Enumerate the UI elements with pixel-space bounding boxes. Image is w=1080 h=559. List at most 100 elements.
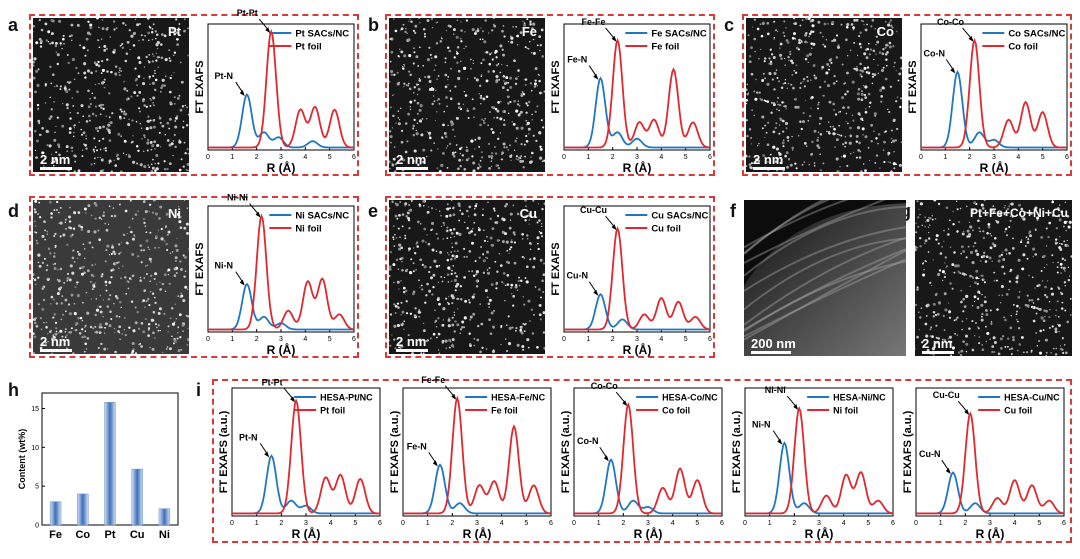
peak-annotation: Co-Co <box>937 17 964 27</box>
x-tick-label: 6 <box>352 336 356 343</box>
y-tick-label: 10 <box>31 445 39 452</box>
x-tick-label: 4 <box>303 154 307 161</box>
x-tick-label: 4 <box>500 520 504 527</box>
stem-image-f: 200 nm <box>744 200 906 356</box>
legend-entry: Co foil <box>662 406 690 416</box>
stem-image-g: Pt+Fe+Co+Ni+Cu 2 nm <box>915 200 1072 356</box>
legend-entry: Fe foil <box>491 406 518 416</box>
x-tick-label: 2 <box>611 154 615 161</box>
x-tick-label: 2 <box>611 336 615 343</box>
x-axis-label: R (Å) <box>623 160 652 175</box>
x-tick-label: 4 <box>1013 520 1017 527</box>
legend-entry: Co SACs/NC <box>1008 29 1065 40</box>
scale-bar-label: 2 nm <box>40 334 71 349</box>
peak-annotation: Ni-N <box>752 420 771 430</box>
x-tick-label: 1 <box>586 336 590 343</box>
x-tick-label: Fe <box>49 529 62 541</box>
x-tick-label: 4 <box>1016 154 1020 161</box>
x-axis-label: R (Å) <box>267 160 296 175</box>
y-axis-label: FT EXAFS <box>194 242 206 295</box>
x-tick-label: 5 <box>1037 520 1041 527</box>
plot-frame <box>573 387 723 517</box>
x-tick-label: 0 <box>572 520 576 527</box>
series-line-sac <box>208 92 354 149</box>
x-tick-label: 2 <box>963 520 967 527</box>
series-line-foil <box>232 398 380 515</box>
y-axis-label: FT EXAFS (a.u.) <box>902 410 914 493</box>
stem-element-label: Pt <box>168 24 181 39</box>
x-tick-label: 2 <box>255 154 259 161</box>
y-axis-label: FT EXAFS (a.u.) <box>731 410 743 493</box>
legend-entry: Pt foil <box>295 42 321 53</box>
x-tick-label: 3 <box>279 154 283 161</box>
x-tick-label: 3 <box>279 336 283 343</box>
panel-label-e: e <box>368 201 379 221</box>
peak-annotation: Cu-N <box>567 271 589 281</box>
x-tick-label: 6 <box>352 154 356 161</box>
x-tick-label: 5 <box>353 520 357 527</box>
peak-annotation: Pt-Pt <box>237 8 258 18</box>
x-tick-label: 0 <box>401 520 405 527</box>
x-tick-label: 4 <box>659 336 663 343</box>
scale-bar-label: 2 nm <box>922 336 953 351</box>
y-axis-label: FT EXAFS <box>550 242 562 295</box>
stem-element-label: Fe <box>521 24 537 39</box>
panel-label-a: a <box>8 15 19 35</box>
peak-annotation: Fe-N <box>567 55 587 65</box>
stem-image-e: Cu 2 nm <box>389 200 545 354</box>
panel-label-c: c <box>724 15 735 35</box>
peak-annotation: Cu-Cu <box>580 205 607 215</box>
x-tick-label: 5 <box>684 154 688 161</box>
x-tick-label: Cu <box>130 529 145 541</box>
y-tick-label: 5 <box>35 484 39 491</box>
legend-entry: Cu foil <box>1004 406 1032 416</box>
panel-label-b: b <box>368 15 379 35</box>
series-line-foil <box>574 401 722 515</box>
scale-bar <box>396 167 428 170</box>
panel-label-i: i <box>196 380 202 400</box>
x-tick-label: 1 <box>768 520 772 527</box>
x-axis-label: R (Å) <box>623 342 652 357</box>
x-tick-label: 2 <box>255 336 259 343</box>
series-line-foil <box>921 37 1067 149</box>
exafs-chart-i-2: 0 1 2 3 4 5 6 R (Å) FT EXAFS (a.u.) HESA-Fe/NC Fe … <box>385 375 555 542</box>
x-tick-label: 1 <box>939 520 943 527</box>
series-line-foil <box>564 226 711 331</box>
y-axis-label: FT EXAFS <box>907 60 919 113</box>
panel-label-d: d <box>8 201 19 221</box>
exafs-chart-e: 0 1 2 3 4 5 6 R (Å) FT EXAFS Cu SACs/NC Cu foil Cu-… <box>546 200 714 358</box>
content-bar-chart-h: 0 5 10 15 Content (wt%) Fe Co Pt Cu Ni <box>8 385 184 545</box>
x-tick-label: 5 <box>524 520 528 527</box>
scale-bar-label: 2 nm <box>396 334 427 349</box>
exafs-chart-i-1: 0 1 2 3 4 5 6 R (Å) FT EXAFS (a.u.) HESA-Pt/NC Pt … <box>214 377 384 542</box>
x-tick-label: 3 <box>635 154 639 161</box>
series-line-foil <box>208 213 355 331</box>
series-line-foil <box>745 405 894 515</box>
x-tick-label: 0 <box>206 336 210 343</box>
exafs-chart-i-5: 0 1 2 3 4 5 6 R (Å) FT EXAFS (a.u.) HESA-Cu/NC Cu … <box>898 382 1068 542</box>
x-tick-label: 4 <box>659 154 663 161</box>
bar-Pt <box>104 402 116 526</box>
peak-annotation: Pt-N <box>239 432 258 442</box>
legend-entry: HESA-Co/NC <box>662 393 718 403</box>
series-line-foil <box>403 395 552 515</box>
x-tick-label: 1 <box>230 336 234 343</box>
bar-Fe <box>49 501 62 526</box>
legend-entry: Pt SACs/NC <box>295 29 349 40</box>
x-tick-label: Co <box>75 529 90 541</box>
series-line-sac <box>574 458 722 515</box>
stem-image-d: Ni 2 nm <box>33 200 189 354</box>
y-axis-label: FT EXAFS (a.u.) <box>560 410 572 493</box>
legend-entry: HESA-Pt/NC <box>320 393 373 403</box>
scale-bar-label: 2 nm <box>396 152 427 167</box>
y-axis-label: FT EXAFS <box>194 60 206 113</box>
exafs-chart-d: 0 1 2 3 4 5 6 R (Å) FT EXAFS Ni SACs/NC Ni foil Ni-… <box>190 193 358 358</box>
legend-entry: Fe foil <box>651 42 679 53</box>
x-tick-label: 6 <box>1062 520 1066 527</box>
x-tick-label: 3 <box>475 520 479 527</box>
x-tick-label: 2 <box>279 520 283 527</box>
scale-bar-label: 2 nm <box>753 152 784 167</box>
x-tick-label: 1 <box>943 154 947 161</box>
x-tick-label: 6 <box>708 336 712 343</box>
x-tick-label: 1 <box>426 520 430 527</box>
